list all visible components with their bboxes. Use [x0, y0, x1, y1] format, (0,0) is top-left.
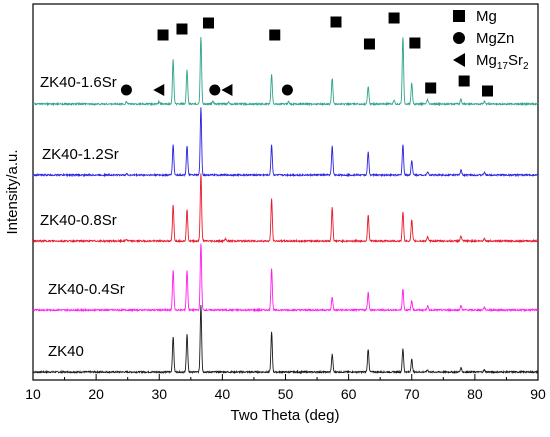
- x-tick-label: 60: [341, 386, 357, 402]
- legend-label: Mg: [476, 8, 497, 25]
- legend-label: Mg17Sr2: [476, 52, 529, 72]
- legend-triangle-icon: [453, 53, 465, 67]
- x-axis: 10 20 30 40 50 60 70 80 90: [25, 374, 546, 402]
- legend-label: MgZn: [476, 30, 514, 47]
- x-tick-label: 50: [278, 386, 294, 402]
- x-tick-label: 70: [404, 386, 420, 402]
- x-tick-label: 10: [25, 386, 41, 402]
- x-tick-label: 80: [467, 386, 483, 402]
- mg-marker: [330, 16, 342, 28]
- trace-zk40: [32, 304, 539, 375]
- mg-marker: [202, 17, 214, 29]
- mg-marker: [388, 12, 400, 24]
- x-axis-title: Two Theta (deg): [231, 407, 340, 424]
- mg17sr2-marker: [153, 84, 165, 96]
- mg-marker: [363, 38, 375, 50]
- legend-circle-icon: [453, 32, 465, 44]
- mg-marker: [157, 29, 169, 41]
- mg-marker: [409, 37, 421, 49]
- sample-label: ZK40-0.8Sr: [40, 212, 117, 229]
- phase-markers: [120, 12, 493, 97]
- mg-marker: [458, 75, 470, 87]
- trace-zk40-0-4sr: [32, 243, 539, 313]
- mg-marker: [176, 23, 188, 35]
- trace-zk40-0-8sr: [32, 173, 539, 244]
- sample-label: ZK40-1.2Sr: [42, 146, 119, 163]
- x-tick-label: 90: [530, 386, 546, 402]
- sample-labels: ZK40 ZK40-0.4Sr ZK40-0.8Sr ZK40-1.2Sr ZK40-1…: [40, 74, 125, 360]
- mg-marker: [425, 82, 437, 94]
- mg-marker: [482, 85, 493, 97]
- x-tick-label: 20: [88, 386, 104, 402]
- trace-zk40-1-2sr: [32, 107, 539, 178]
- mgzn-marker: [281, 84, 293, 96]
- sample-label: ZK40-1.6Sr: [40, 74, 117, 91]
- mgzn-marker: [120, 84, 132, 96]
- trace-zk40-1-6sr: [32, 37, 539, 107]
- x-tick-label: 40: [215, 386, 231, 402]
- mg-marker: [269, 29, 281, 41]
- legend-square-icon: [453, 10, 465, 22]
- y-axis-title: Intensity/a.u.: [4, 149, 21, 234]
- mgzn-marker: [209, 84, 221, 96]
- sample-label: ZK40-0.4Sr: [48, 281, 125, 298]
- x-tick-label: 30: [151, 386, 167, 402]
- mg17sr2-marker: [221, 84, 233, 96]
- legend: Mg MgZn Mg17Sr2: [453, 8, 529, 72]
- sample-label: ZK40: [48, 343, 84, 360]
- traces: [32, 37, 539, 375]
